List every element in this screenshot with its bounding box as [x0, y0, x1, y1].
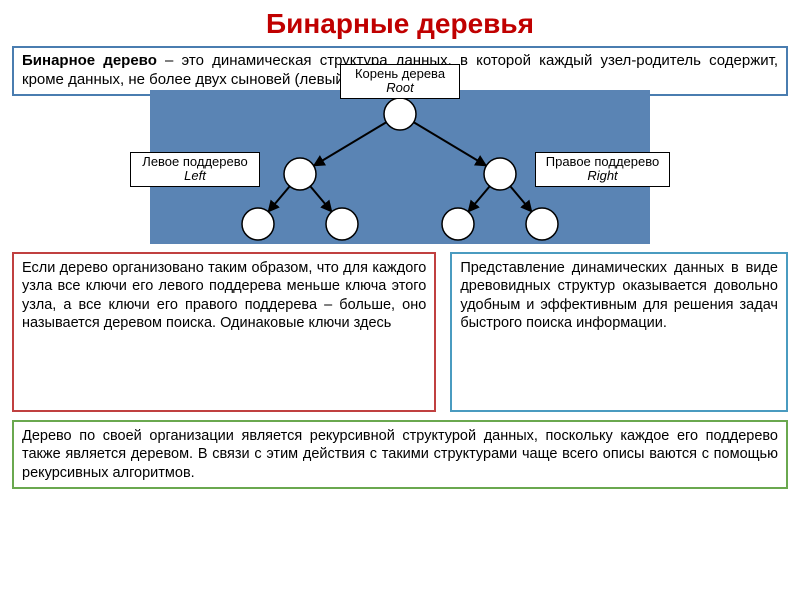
root-label-line2: Root	[347, 81, 453, 96]
tree-node	[442, 208, 474, 240]
right-info-box: Представление динамических данных в виде…	[450, 252, 788, 412]
left-subtree-label: Левое поддерево Left	[130, 152, 260, 188]
tree-diagram: Корень дерева Root Левое поддерево Left …	[80, 64, 720, 244]
left-info-box: Если дерево организовано таким образом, …	[12, 252, 436, 412]
page-title: Бинарные деревья	[12, 8, 788, 40]
tree-node	[526, 208, 558, 240]
tree-node	[284, 158, 316, 190]
bottom-info-box: Дерево по своей организации является рек…	[12, 420, 788, 490]
tree-node	[242, 208, 274, 240]
right-label-line1: Правое поддерево	[542, 155, 663, 170]
root-label-line1: Корень дерева	[347, 67, 453, 82]
right-subtree-label: Правое поддерево Right	[535, 152, 670, 188]
tree-node	[326, 208, 358, 240]
tree-node	[384, 98, 416, 130]
right-label-line2: Right	[542, 169, 663, 184]
left-label-line1: Левое поддерево	[137, 155, 253, 170]
left-label-line2: Left	[137, 169, 253, 184]
tree-node	[484, 158, 516, 190]
root-label: Корень дерева Root	[340, 64, 460, 100]
